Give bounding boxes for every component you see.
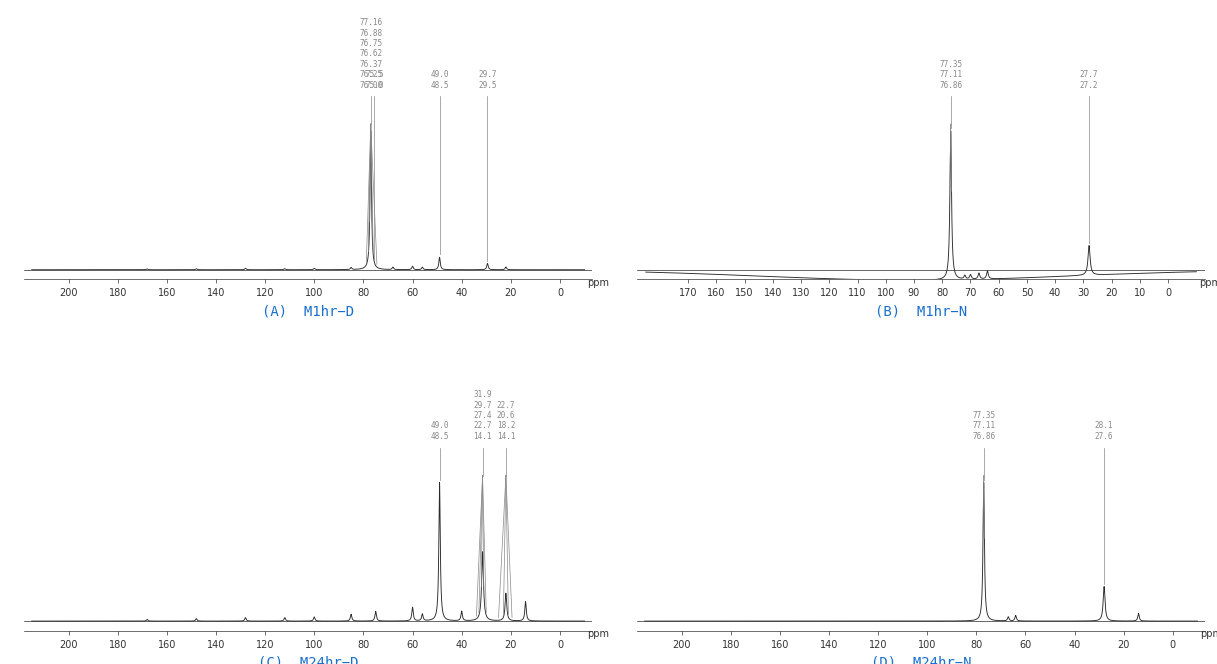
Text: ppm: ppm	[1199, 278, 1217, 288]
X-axis label: (A)  M1hr−D: (A) M1hr−D	[262, 304, 354, 318]
Text: 77.35
77.11
76.86: 77.35 77.11 76.86	[940, 60, 963, 90]
Text: 22.7
20.6
18.2
14.1: 22.7 20.6 18.2 14.1	[497, 400, 515, 441]
Text: 49.0
48.5: 49.0 48.5	[431, 422, 449, 441]
Text: ppm: ppm	[587, 278, 608, 288]
Text: 77.35
77.11
76.86: 77.35 77.11 76.86	[972, 411, 996, 441]
Text: ppm: ppm	[1200, 629, 1217, 639]
Text: 31.9
29.7
27.4
22.7
14.1: 31.9 29.7 27.4 22.7 14.1	[473, 390, 492, 441]
Text: ppm: ppm	[587, 629, 608, 639]
Text: 49.0
48.5: 49.0 48.5	[431, 70, 449, 90]
X-axis label: (B)  M1hr−N: (B) M1hr−N	[875, 304, 968, 318]
Text: 77.16
76.88
76.75
76.62
76.37
76.25
76.00: 77.16 76.88 76.75 76.62 76.37 76.25 76.0…	[359, 18, 382, 90]
X-axis label: (D)  M24hr−N: (D) M24hr−N	[871, 655, 971, 664]
Text: 75.5
75.0: 75.5 75.0	[365, 70, 383, 90]
Text: 29.7
29.5: 29.7 29.5	[478, 70, 497, 90]
Text: 27.7
27.2: 27.7 27.2	[1079, 70, 1098, 90]
Text: 28.1
27.6: 28.1 27.6	[1095, 422, 1114, 441]
X-axis label: (C)  M24hr−D: (C) M24hr−D	[258, 655, 358, 664]
